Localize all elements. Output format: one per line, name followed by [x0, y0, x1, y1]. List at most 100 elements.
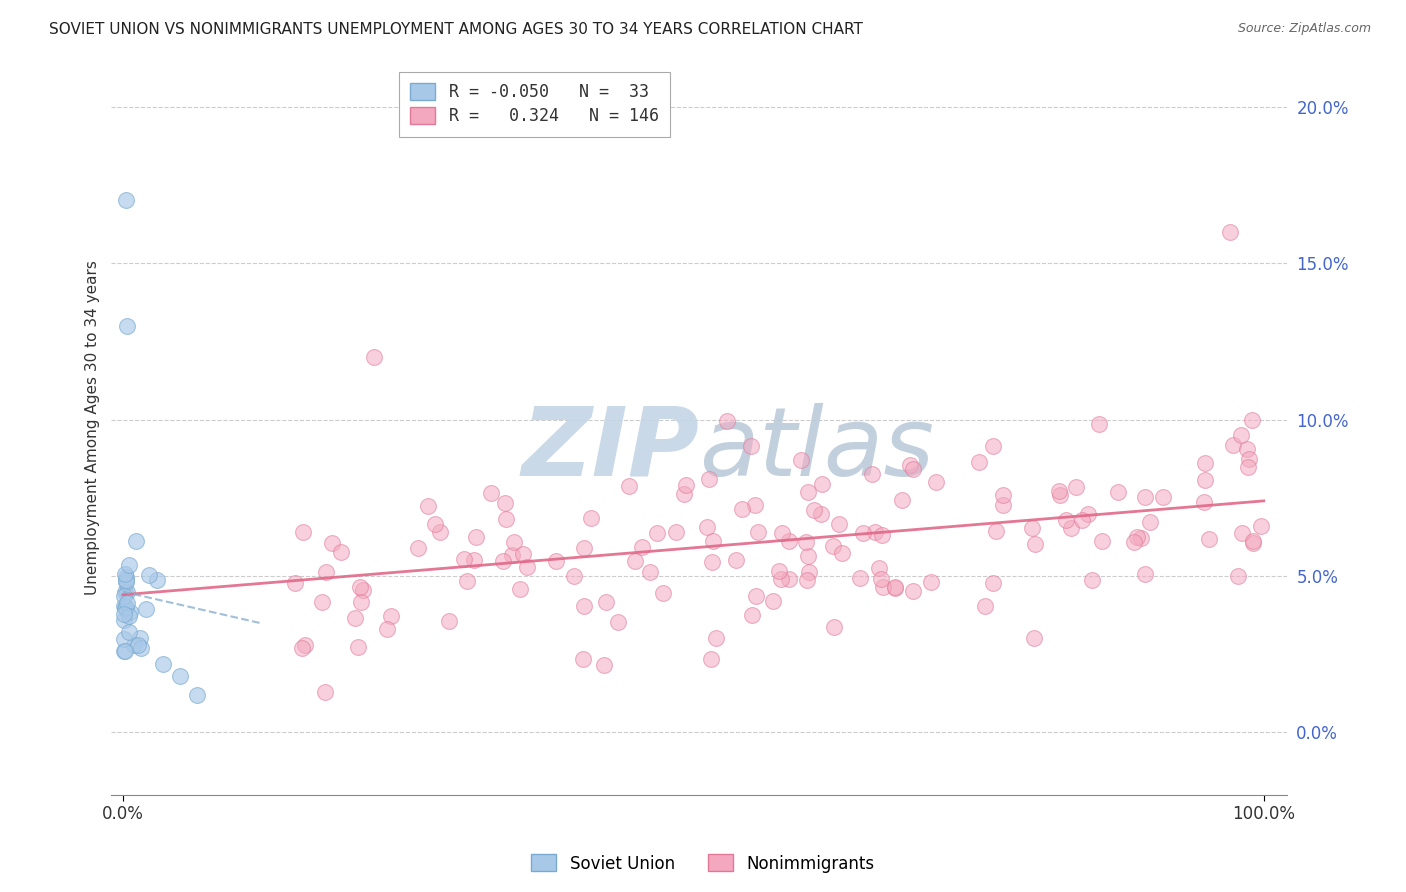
Point: [115, 596, 138, 610]
Point: [652, 586, 675, 600]
Point: [870, 528, 893, 542]
Point: [1133, 491, 1156, 505]
Point: [852, 526, 875, 541]
Point: [169, 669, 191, 683]
Point: [562, 569, 585, 583]
Legend: R = -0.050   N =  33, R =   0.324   N = 146: R = -0.050 N = 33, R = 0.324 N = 146: [399, 71, 671, 137]
Point: [118, 605, 141, 619]
Point: [1227, 569, 1250, 583]
Point: [794, 535, 817, 549]
Point: [349, 595, 371, 609]
Point: [1047, 483, 1070, 498]
Point: [1194, 456, 1216, 470]
Point: [115, 573, 138, 587]
Point: [741, 608, 763, 623]
Point: [363, 350, 385, 364]
Y-axis label: Unemployment Among Ages 30 to 34 years: Unemployment Among Ages 30 to 34 years: [86, 260, 100, 595]
Point: [797, 485, 820, 500]
Point: [315, 565, 337, 579]
Point: [925, 475, 948, 489]
Point: [595, 595, 617, 609]
Point: [1250, 518, 1272, 533]
Point: [716, 414, 738, 428]
Point: [796, 573, 818, 587]
Point: [702, 534, 724, 549]
Point: [1135, 567, 1157, 582]
Point: [114, 643, 136, 657]
Point: [796, 549, 818, 564]
Point: [1139, 515, 1161, 529]
Point: [495, 511, 517, 525]
Point: [127, 638, 149, 652]
Point: [118, 609, 141, 624]
Point: [696, 520, 718, 534]
Point: [352, 582, 374, 597]
Point: [1222, 438, 1244, 452]
Point: [973, 599, 995, 613]
Point: [418, 499, 440, 513]
Point: [124, 638, 146, 652]
Point: [984, 524, 1007, 538]
Point: [1194, 473, 1216, 487]
Point: [884, 580, 907, 594]
Point: [1024, 537, 1046, 551]
Point: [138, 568, 160, 582]
Point: [797, 566, 820, 580]
Point: [831, 546, 853, 560]
Point: [1064, 480, 1087, 494]
Point: [1230, 526, 1253, 541]
Point: [463, 552, 485, 566]
Point: [993, 487, 1015, 501]
Point: [803, 503, 825, 517]
Point: [456, 574, 478, 589]
Point: [114, 566, 136, 581]
Point: [572, 599, 595, 613]
Point: [731, 502, 754, 516]
Point: [1081, 573, 1104, 587]
Point: [117, 318, 139, 333]
Point: [1054, 513, 1077, 527]
Point: [762, 594, 785, 608]
Point: [115, 585, 138, 599]
Point: [112, 599, 135, 613]
Point: [429, 525, 451, 540]
Point: [375, 622, 398, 636]
Point: [744, 498, 766, 512]
Point: [544, 554, 567, 568]
Point: [479, 486, 502, 500]
Point: [860, 467, 883, 482]
Point: [778, 572, 800, 586]
Point: [665, 525, 688, 540]
Point: [349, 580, 371, 594]
Point: [1091, 534, 1114, 549]
Point: [114, 600, 136, 615]
Point: [114, 585, 136, 599]
Point: [512, 547, 534, 561]
Point: [118, 624, 141, 639]
Point: [868, 561, 890, 575]
Point: [186, 688, 208, 702]
Point: [828, 516, 851, 531]
Point: [810, 477, 832, 491]
Point: [700, 652, 723, 666]
Point: [823, 620, 845, 634]
Point: [1241, 412, 1264, 426]
Point: [920, 574, 942, 589]
Point: [453, 552, 475, 566]
Point: [1236, 442, 1258, 456]
Point: [572, 652, 595, 666]
Point: [768, 564, 790, 578]
Point: [740, 439, 762, 453]
Point: [294, 638, 316, 652]
Point: [314, 685, 336, 699]
Point: [704, 632, 727, 646]
Point: [891, 492, 914, 507]
Point: [769, 572, 792, 586]
Point: [640, 566, 662, 580]
Point: [1237, 459, 1260, 474]
Point: [821, 539, 844, 553]
Point: [606, 615, 628, 629]
Point: [810, 507, 832, 521]
Point: [1130, 531, 1153, 545]
Point: [115, 194, 138, 208]
